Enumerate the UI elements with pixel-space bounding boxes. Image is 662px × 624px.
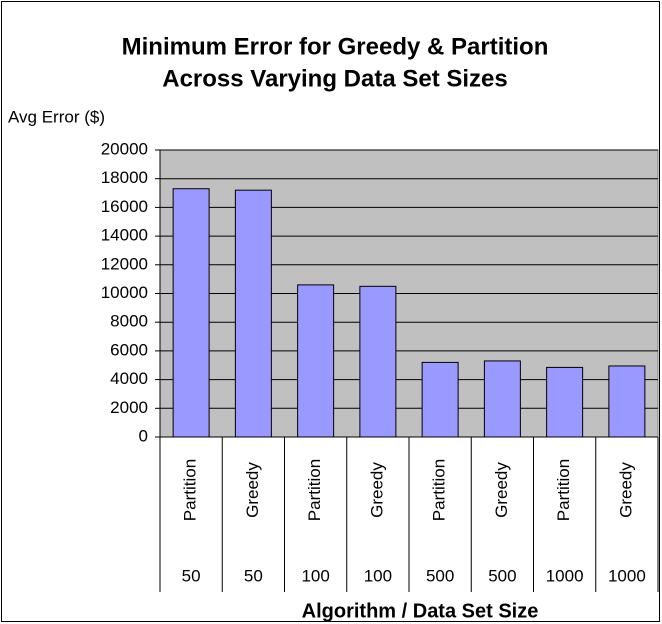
- chart-title: Across Varying Data Set Sizes: [162, 65, 508, 92]
- bar: [546, 366, 584, 438]
- bar: [172, 188, 210, 438]
- x-axis-title: Algorithm / Data Set Size: [302, 600, 539, 622]
- bar: [608, 365, 646, 438]
- x-group-label: 100: [364, 566, 392, 585]
- x-tick-label: Greedy: [492, 462, 511, 518]
- x-tick-label: Partition: [554, 459, 573, 521]
- y-tick-label: 4000: [110, 369, 148, 388]
- y-tick-label: 6000: [110, 340, 148, 359]
- x-tick-label: Partition: [430, 459, 449, 521]
- x-group-label: 1000: [546, 566, 584, 585]
- y-tick-label: 20000: [101, 139, 148, 158]
- y-tick-label: 0: [139, 426, 148, 445]
- x-group-label: 50: [182, 566, 201, 585]
- y-tick-label: 12000: [101, 254, 148, 273]
- y-tick-label: 18000: [101, 168, 148, 187]
- x-tick-label: Partition: [181, 459, 200, 521]
- bar: [297, 284, 335, 438]
- y-tick-label: 16000: [101, 197, 148, 216]
- x-tick-label: Greedy: [367, 462, 386, 518]
- x-group-label: 100: [301, 566, 329, 585]
- y-tick-label: 10000: [101, 283, 148, 302]
- x-group-label: 500: [488, 566, 516, 585]
- bar: [421, 361, 459, 438]
- chart-title: Minimum Error for Greedy & Partition: [122, 33, 549, 60]
- x-tick-label: Greedy: [616, 462, 635, 518]
- y-axis-title: Avg Error ($): [8, 107, 105, 126]
- x-group-label: 500: [426, 566, 454, 585]
- bar: [483, 360, 521, 438]
- bar: [234, 189, 272, 438]
- x-group-label: 50: [244, 566, 263, 585]
- y-tick-label: 2000: [110, 398, 148, 417]
- x-group-label: 1000: [608, 566, 646, 585]
- y-tick-label: 14000: [101, 226, 148, 245]
- y-tick-label: 8000: [110, 312, 148, 331]
- x-tick-label: Greedy: [243, 462, 262, 518]
- x-tick-label: Partition: [305, 459, 324, 521]
- bar: [359, 285, 397, 438]
